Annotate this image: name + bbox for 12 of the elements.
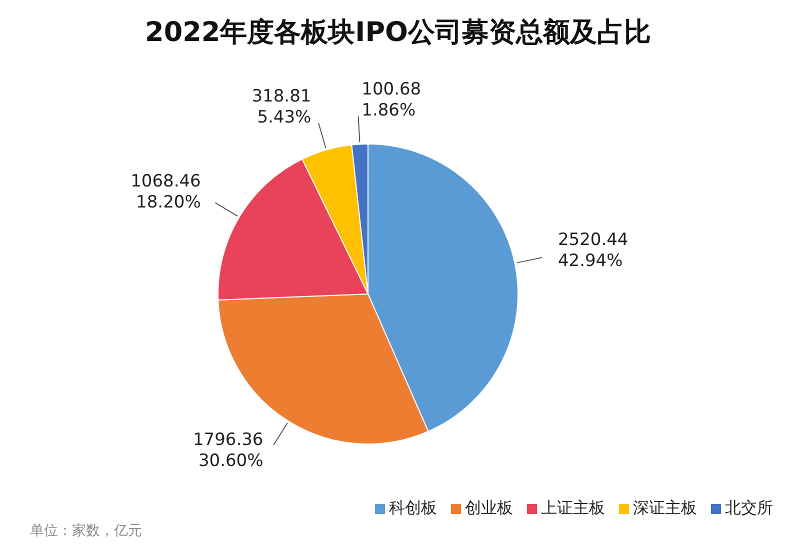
data-label: 318.81 5.43%	[252, 86, 312, 128]
legend-label: 科创板	[388, 498, 437, 519]
data-label: 1796.36 30.60%	[192, 430, 264, 472]
legend-label: 深证主板	[632, 498, 697, 519]
legend-label: 北交所	[724, 498, 773, 519]
legend-label: 上证主板	[540, 498, 605, 519]
data-label: 1068.46 18.20%	[130, 172, 201, 213]
text: 单位：家数，亿元	[30, 522, 142, 540]
chart-title: 2022年度各板块IPO公司募资总额及占比	[144, 16, 652, 50]
data-label: 2520.44 42.94%	[558, 230, 628, 272]
legend-label: 创业板	[464, 498, 513, 519]
data-label: 100.68 1.86%	[362, 79, 422, 120]
